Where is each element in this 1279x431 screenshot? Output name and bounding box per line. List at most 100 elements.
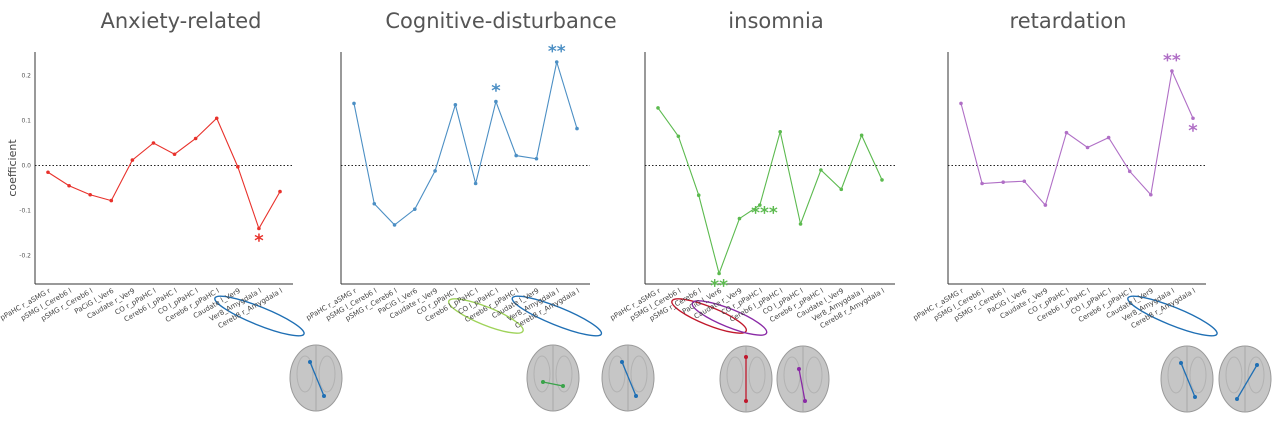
data-point xyxy=(554,60,559,64)
significance-marker: ** xyxy=(710,277,728,297)
brain-node xyxy=(561,384,565,388)
y-tick-label: -0.1 xyxy=(19,208,31,215)
data-point xyxy=(758,203,762,207)
brain-connectivity-thumbnail xyxy=(526,344,580,412)
highlight-ellipse xyxy=(214,295,305,337)
data-point xyxy=(494,99,498,104)
data-point xyxy=(473,181,478,186)
brain-node xyxy=(744,355,748,359)
connectivity-edge xyxy=(621,361,637,397)
data-point xyxy=(737,216,742,221)
data-point xyxy=(1064,130,1069,135)
brain-node xyxy=(308,360,312,364)
brain-gyrus xyxy=(318,355,336,393)
brain-connectivity-thumbnail xyxy=(1218,345,1272,413)
series-line xyxy=(960,69,1194,207)
data-point xyxy=(514,153,518,158)
data-point xyxy=(130,158,135,162)
y-axis-label: coefficient xyxy=(6,139,19,197)
brain-gyrus xyxy=(1167,356,1185,394)
brain-node xyxy=(1235,397,1239,401)
data-point xyxy=(193,136,198,141)
brain-node xyxy=(1193,395,1197,399)
connectivity-edge xyxy=(1180,362,1196,398)
data-point xyxy=(1043,203,1048,207)
data-point xyxy=(819,168,823,172)
data-point xyxy=(151,141,156,145)
data-point xyxy=(88,192,92,197)
data-point xyxy=(257,226,261,231)
highlight-ellipse xyxy=(511,295,603,337)
brain-node xyxy=(620,360,624,364)
data-point xyxy=(1106,135,1111,140)
brain-gyrus xyxy=(555,355,573,393)
series-line xyxy=(657,107,883,276)
connectivity-edge xyxy=(798,368,806,402)
highlight-ellipse xyxy=(691,300,768,336)
significance-marker: * xyxy=(1188,120,1198,141)
data-point xyxy=(172,152,177,157)
brain-connectivity-thumbnail xyxy=(776,345,830,413)
highlight-ellipse xyxy=(447,298,524,334)
brain-node xyxy=(322,394,326,398)
brain-node xyxy=(541,380,545,384)
data-point xyxy=(980,181,984,186)
chart-title: insomnia xyxy=(728,9,823,33)
data-point xyxy=(46,170,50,175)
brain-gyrus xyxy=(296,355,314,393)
chart-title: Anxiety-related xyxy=(100,9,261,33)
brain-node xyxy=(1255,363,1259,367)
data-point xyxy=(1170,69,1174,73)
data-point xyxy=(1149,192,1153,197)
data-point xyxy=(67,183,71,188)
data-point xyxy=(1001,180,1005,184)
brain-node xyxy=(797,367,801,371)
brain-gyrus xyxy=(1247,356,1265,394)
data-point xyxy=(696,193,701,197)
connectivity-edge xyxy=(309,361,325,397)
data-point xyxy=(453,102,458,107)
data-point xyxy=(676,134,681,139)
brain-gyrus xyxy=(608,355,626,393)
brain-connectivity-thumbnail xyxy=(719,345,773,413)
data-point xyxy=(1127,169,1132,174)
data-point xyxy=(859,133,864,138)
data-point xyxy=(372,201,377,206)
brain-gyrus xyxy=(533,355,551,393)
data-point xyxy=(798,222,803,226)
data-point xyxy=(959,101,963,106)
y-tick-label: -0.2 xyxy=(19,253,31,260)
brain-node xyxy=(803,399,807,403)
brain-gyrus xyxy=(748,356,766,394)
data-point xyxy=(392,223,397,227)
significance-marker: *** xyxy=(751,204,778,224)
connectivity-edge xyxy=(542,381,564,387)
significance-marker: ** xyxy=(1163,51,1181,71)
series-line xyxy=(353,61,578,226)
brain-gyrus xyxy=(630,355,648,393)
data-point xyxy=(1191,116,1195,121)
brain-connectivity-thumbnail xyxy=(289,344,343,412)
y-tick-label: 0.1 xyxy=(21,118,31,125)
y-tick-label: 0.2 xyxy=(21,73,31,80)
brain-connectivity-thumbnail xyxy=(1160,345,1214,413)
data-point xyxy=(575,126,579,131)
data-point xyxy=(534,156,539,161)
highlight-ellipse xyxy=(1127,295,1218,337)
data-point xyxy=(1022,179,1027,184)
brain-node xyxy=(634,394,638,398)
data-point xyxy=(352,101,356,106)
data-point xyxy=(656,106,660,110)
data-point xyxy=(109,198,114,203)
data-point xyxy=(778,129,782,134)
chart-title: retardation xyxy=(1010,9,1127,33)
data-point xyxy=(880,178,884,182)
y-tick-label: 0.0 xyxy=(21,163,31,170)
data-point xyxy=(1085,145,1090,150)
data-point xyxy=(413,207,417,211)
brain-connectivity-thumbnail xyxy=(601,344,655,412)
data-point xyxy=(839,187,844,192)
